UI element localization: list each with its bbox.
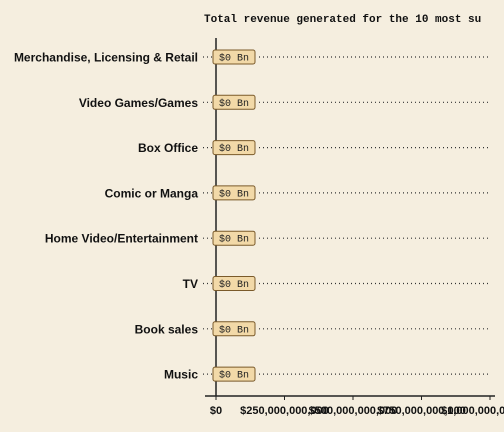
value-label-box	[212, 94, 256, 110]
x-tick-label: $750,000,000,000	[377, 405, 466, 417]
value-label-box	[212, 366, 256, 382]
x-axis-ticks: $0 $250,000,000,000$500,000,000,000$750,0…	[210, 396, 504, 417]
bar-row: TV $0 Bn	[183, 276, 490, 291]
value-label-box	[212, 321, 256, 337]
value-label: $0 Bn	[219, 370, 249, 382]
value-label: $0 Bn	[219, 234, 249, 246]
x-tick-label: $500,000,000,000	[309, 405, 398, 417]
x-tick-label: $1,000,000,000,000	[441, 405, 504, 417]
bar-row: Music $0 Bn	[164, 366, 490, 382]
bar-rows: Merchandise, Licensing & Retail $0 BnVide…	[14, 49, 490, 382]
category-label: Box Office	[138, 141, 198, 155]
value-label-box	[212, 230, 256, 246]
bar-row: Comic or Manga $0 Bn	[105, 185, 490, 201]
category-label: TV	[183, 277, 198, 291]
category-label: Book sales	[135, 322, 199, 336]
value-label: $0 Bn	[219, 98, 249, 110]
value-label: $0 Bn	[219, 324, 249, 336]
category-label: Comic or Manga	[105, 186, 199, 200]
x-tick-label: $250,000,000,000	[240, 405, 329, 417]
value-label-box	[212, 140, 256, 156]
bar-row: Video Games/Games $0 Bn	[79, 94, 490, 110]
chart-title: Total revenue generated for the 10 most …	[204, 14, 481, 26]
category-label: Merchandise, Licensing & Retail	[14, 51, 198, 65]
value-label-box	[212, 49, 256, 65]
category-label: Video Games/Games	[79, 96, 199, 110]
x-tick-label: $0	[210, 405, 222, 417]
value-label: $0 Bn	[219, 143, 249, 155]
value-label: $0 Bn	[219, 188, 249, 200]
value-label: $0 Bn	[219, 279, 249, 291]
category-label: Home Video/Entertainment	[45, 232, 198, 246]
bar-row: Box Office $0 Bn	[138, 140, 490, 156]
value-label: $0 Bn	[219, 53, 249, 65]
category-label: Music	[164, 368, 198, 382]
value-label-box	[212, 185, 256, 201]
value-label-box	[212, 276, 256, 291]
bar-row: Merchandise, Licensing & Retail $0 Bn	[14, 49, 490, 65]
bar-row: Book sales $0 Bn	[135, 321, 490, 337]
bar-row: Home Video/Entertainment $0 Bn	[45, 230, 490, 246]
